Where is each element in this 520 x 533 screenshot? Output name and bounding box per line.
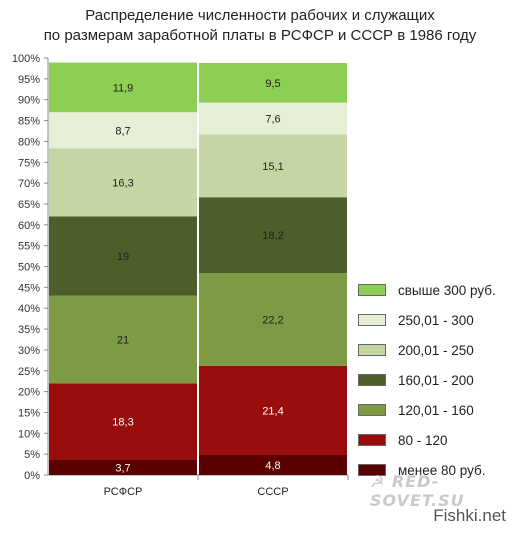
- chart-title: Распределение численности рабочих и служ…: [0, 6, 520, 46]
- y-tick-label: 100%: [12, 53, 40, 65]
- legend-item: 250,01 - 300: [358, 305, 496, 335]
- chart-title-line-2: по размерам заработной платы в РСФСР и С…: [43, 27, 477, 44]
- legend-swatch: [358, 404, 386, 416]
- x-tick-label: РСФСР: [104, 486, 143, 498]
- data-label: 9,5: [265, 78, 280, 90]
- legend-swatch: [358, 464, 386, 476]
- legend-label: 160,01 - 200: [398, 372, 474, 388]
- y-tick-label: 80%: [18, 136, 40, 148]
- x-tick-label: СССР: [257, 486, 288, 498]
- y-tick-label: 45%: [18, 282, 40, 294]
- legend-item: менее 80 руб.: [358, 455, 496, 485]
- bar-segment: [49, 112, 197, 149]
- bar-segment: [49, 216, 197, 296]
- bar-segment: [199, 134, 347, 198]
- y-tick-label: 75%: [18, 157, 40, 169]
- legend-label: менее 80 руб.: [398, 462, 486, 478]
- y-tick-label: 70%: [18, 178, 40, 190]
- data-label: 16,3: [112, 177, 133, 189]
- legend-item: свыше 300 руб.: [358, 275, 496, 305]
- data-label: 18,2: [262, 230, 283, 242]
- chart-title-line-1: Распределение численности рабочих и служ…: [85, 7, 435, 24]
- legend-item: 160,01 - 200: [358, 365, 496, 395]
- bar-segment: [49, 295, 197, 384]
- y-tick-label: 95%: [18, 74, 40, 86]
- y-tick-label: 10%: [18, 428, 40, 440]
- data-label: 3,7: [115, 462, 130, 474]
- watermark: ☭ RED-SOVET.SU: [370, 472, 465, 510]
- data-label: 21: [117, 334, 129, 346]
- legend-label: 120,01 - 160: [398, 402, 474, 418]
- data-label: 4,8: [265, 460, 280, 472]
- bar-segment: [49, 62, 197, 113]
- data-label: 18,3: [112, 416, 133, 428]
- legend-swatch: [358, 344, 386, 356]
- data-label: 8,7: [115, 125, 130, 137]
- legend-swatch: [358, 434, 386, 446]
- legend: свыше 300 руб. 250,01 - 300 200,01 - 250 16…: [358, 275, 496, 485]
- y-tick-label: 65%: [18, 199, 40, 211]
- bar-segment: [49, 148, 197, 217]
- legend-label: 80 - 120: [398, 432, 448, 448]
- legend-item: 200,01 - 250: [358, 335, 496, 365]
- bar-segment: [199, 273, 347, 366]
- y-tick-label: 5%: [24, 449, 40, 461]
- data-label: 7,6: [265, 113, 280, 125]
- data-label: 11,9: [113, 82, 134, 94]
- y-tick-label: 40%: [18, 303, 40, 315]
- data-label: 22,2: [262, 314, 283, 326]
- legend-item: 120,01 - 160: [358, 395, 496, 425]
- y-tick-label: 55%: [18, 241, 40, 253]
- y-tick-label: 35%: [18, 324, 40, 336]
- legend-label: 200,01 - 250: [398, 342, 474, 358]
- y-tick-label: 15%: [18, 407, 40, 419]
- data-label: 19: [117, 251, 129, 263]
- legend-swatch: [358, 284, 386, 296]
- bar-segment: [199, 102, 347, 135]
- y-tick-label: 60%: [18, 220, 40, 232]
- bar-segment: [49, 459, 197, 475]
- y-tick-label: 85%: [18, 116, 40, 128]
- y-tick-label: 50%: [18, 262, 40, 274]
- bar-segment: [199, 365, 347, 455]
- data-label: 21,4: [262, 405, 283, 417]
- bar-segment: [199, 454, 347, 475]
- legend-swatch: [358, 314, 386, 326]
- bar-segment: [199, 197, 347, 274]
- legend-item: 80 - 120: [358, 425, 496, 455]
- legend-swatch: [358, 374, 386, 386]
- bar-segment: [49, 383, 197, 460]
- y-tick-label: 90%: [18, 95, 40, 107]
- y-tick-label: 25%: [18, 366, 40, 378]
- data-label: 15,1: [262, 161, 283, 173]
- legend-label: 250,01 - 300: [398, 312, 474, 328]
- y-tick-label: 30%: [18, 345, 40, 357]
- y-tick-label: 20%: [18, 387, 40, 399]
- bar-segment: [199, 63, 347, 103]
- y-tick-label: 0%: [24, 470, 40, 482]
- site-credit: Fishki.net: [433, 506, 506, 525]
- legend-label: свыше 300 руб.: [398, 282, 496, 298]
